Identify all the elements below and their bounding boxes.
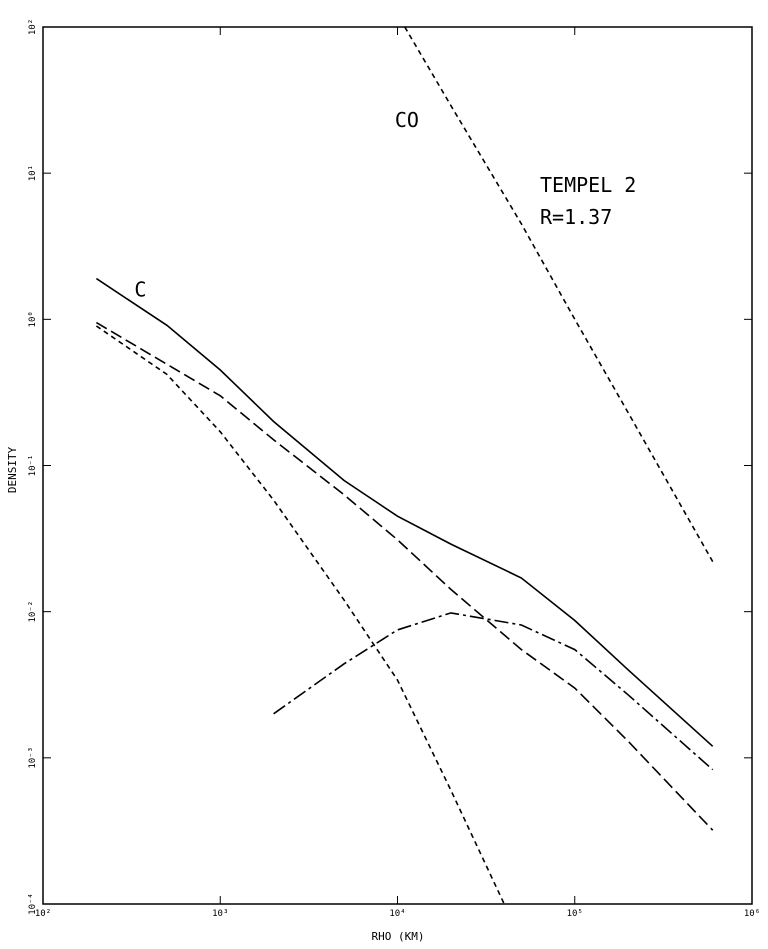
annotation: TEMPEL 2 [540,173,636,197]
x-tick-label: 10² [35,909,51,919]
series-label: CO [395,108,419,132]
y-tick-label: 10¹ [28,165,38,181]
y-tick-label: 10⁻¹ [28,455,38,477]
x-tick-label: 10⁵ [567,909,583,919]
x-tick-label: 10³ [212,909,228,919]
data-line [404,26,714,562]
y-tick-label: 10⁰ [28,311,38,327]
y-tick-label: 10⁻³ [28,747,38,769]
data-line [273,612,714,771]
y-tick-label: 10² [28,19,38,35]
y-tick-label: 10⁻² [28,601,38,623]
annotation: R=1.37 [540,205,612,229]
data-line [95,321,714,831]
x-axis-label: RHO (KM) [372,930,425,943]
data-line [95,325,505,905]
x-tick-label: 10⁶ [744,909,760,919]
y-tick-label: 10⁻⁴ [28,893,38,915]
data-line [95,277,714,747]
plot-frame [42,26,753,905]
y-axis-label: DENSITY [6,446,19,493]
series-label: C [134,278,146,302]
x-tick-label: 10⁴ [389,909,405,919]
